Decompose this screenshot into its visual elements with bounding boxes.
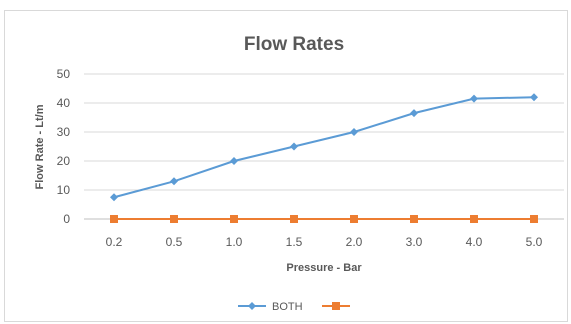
y-tick-label: 0: [63, 212, 70, 226]
y-axis-label: Flow Rate - Lt/m: [34, 104, 46, 189]
x-tick-label: 1.0: [226, 235, 243, 249]
chart-frame: [4, 10, 568, 322]
data-point: [350, 215, 358, 223]
legend-label: BOTH: [272, 301, 303, 313]
data-point: [290, 142, 298, 151]
x-tick-label: 3.0: [406, 235, 423, 249]
data-point: [110, 215, 118, 223]
legend-item: [322, 302, 350, 310]
y-tick-label: 30: [57, 125, 71, 139]
x-axis-label: Pressure - Bar: [286, 262, 362, 274]
data-point: [230, 157, 238, 165]
chart-title: Flow Rates: [244, 34, 344, 55]
data-point: [230, 215, 238, 223]
x-axis-ticks: 0.2 0.5 1.0 1.5 2.0 3.0 4.0 5.0: [106, 235, 543, 249]
data-point: [410, 109, 418, 118]
data-point: [170, 177, 178, 186]
series-line: [113, 96, 535, 199]
legend: BOTH: [238, 301, 350, 313]
data-point: [170, 215, 178, 223]
x-tick-label: 4.0: [466, 235, 483, 249]
series-2: [110, 215, 538, 223]
y-tick-label: 40: [57, 96, 71, 110]
x-tick-label: 0.2: [106, 235, 123, 249]
y-tick-label: 20: [57, 154, 71, 168]
gridlines: [84, 73, 564, 220]
x-tick-label: 5.0: [526, 235, 543, 249]
data-point: [530, 93, 538, 102]
x-tick-label: 1.5: [286, 235, 303, 249]
data-point: [350, 128, 358, 136]
legend-marker: [332, 302, 340, 310]
data-point: [530, 215, 538, 223]
y-tick-label: 10: [57, 183, 71, 197]
x-tick-label: 0.5: [166, 235, 183, 249]
legend-item: BOTH: [238, 301, 303, 313]
data-point: [410, 215, 418, 223]
legend-marker: [248, 302, 256, 310]
x-tick-label: 2.0: [346, 235, 363, 249]
data-point: [290, 215, 298, 223]
series-layer: [110, 93, 538, 223]
y-axis-ticks: 0 10 20 30 40 50: [57, 67, 71, 226]
data-point: [110, 193, 118, 202]
y-tick-label: 50: [57, 67, 71, 81]
series-1: [110, 93, 538, 202]
data-point: [470, 215, 478, 223]
data-point: [470, 94, 478, 103]
